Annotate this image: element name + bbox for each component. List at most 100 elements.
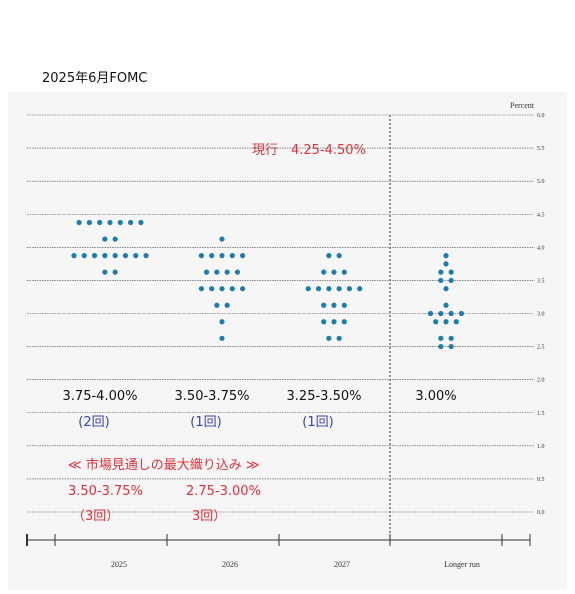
- dot: [198, 286, 204, 292]
- dot: [438, 269, 444, 275]
- dot: [438, 277, 444, 284]
- y-tick-label: 1.5: [537, 411, 545, 417]
- dot: [102, 236, 108, 242]
- dot: [331, 269, 337, 275]
- dot: [209, 286, 215, 292]
- dot: [71, 253, 77, 259]
- dot: [102, 253, 108, 259]
- dot: [458, 310, 465, 317]
- dot: [326, 253, 332, 259]
- y-tick-label: 1.0: [537, 444, 545, 450]
- plot-background: [8, 92, 567, 590]
- market-range: 2.75-3.00%: [186, 484, 261, 499]
- projection-range: 3.75-4.00%: [63, 389, 138, 404]
- dot: [112, 236, 118, 242]
- dot: [102, 269, 108, 275]
- dot: [209, 253, 215, 259]
- market-cuts: （3回）: [72, 509, 119, 524]
- dot: [138, 219, 144, 226]
- dot: [453, 319, 459, 325]
- dot: [443, 319, 449, 325]
- dot: [326, 286, 332, 292]
- market-cuts: 3回）: [192, 509, 226, 524]
- dot: [224, 302, 230, 308]
- dot: [198, 253, 204, 259]
- dot: [448, 335, 454, 341]
- dot: [438, 310, 444, 317]
- dot: [214, 269, 220, 275]
- dot: [305, 286, 311, 292]
- dot: [341, 302, 347, 308]
- dot: [448, 343, 454, 350]
- y-unit: Percent: [510, 101, 535, 110]
- dot: [76, 219, 82, 226]
- dot: [331, 319, 337, 325]
- dot: [143, 253, 149, 259]
- dot: [112, 269, 118, 275]
- market-range: 3.50-3.75%: [68, 484, 143, 499]
- projection-cuts: (2回): [78, 415, 109, 430]
- dot: [86, 219, 92, 226]
- dot: [97, 219, 103, 226]
- y-tick-label: 0.5: [537, 477, 545, 483]
- chart-title: 2025年6月FOMC: [42, 71, 147, 86]
- x-tick-label: 2026: [222, 560, 238, 569]
- dot: [321, 302, 327, 308]
- projection-cuts: (1回): [302, 415, 333, 430]
- y-tick-label: 3.0: [537, 312, 545, 318]
- dot: [321, 319, 327, 325]
- dot: [433, 319, 439, 325]
- y-tick-label: 2.0: [537, 378, 545, 384]
- dot: [336, 286, 342, 292]
- current-rate: 現行 4.25-4.50%: [252, 143, 366, 158]
- dot: [219, 253, 225, 259]
- dot: [112, 253, 118, 259]
- dot: [219, 286, 225, 292]
- y-tick-label: 4.5: [537, 212, 545, 218]
- dot: [438, 335, 444, 341]
- x-tick-label: 2025: [111, 560, 127, 569]
- dot: [448, 310, 454, 317]
- dot: [438, 343, 444, 350]
- x-tick-label: Longer run: [444, 560, 480, 569]
- dot: [229, 286, 235, 292]
- dot: [219, 335, 225, 341]
- dot: [443, 302, 449, 308]
- dot: [224, 269, 230, 275]
- dot: [427, 310, 434, 317]
- dot: [326, 335, 332, 341]
- projection-range: 3.25-3.50%: [287, 389, 362, 404]
- dot: [315, 286, 322, 292]
- dot: [346, 286, 353, 292]
- dot: [81, 253, 87, 259]
- dot: [234, 269, 241, 275]
- projection-cuts: (1回): [190, 415, 221, 430]
- dot: [443, 261, 449, 267]
- dot: [117, 219, 123, 226]
- dot: [331, 302, 337, 308]
- dot: [240, 286, 246, 292]
- y-tick-label: 5.0: [537, 179, 545, 185]
- dot: [448, 269, 454, 275]
- y-tick-label: 4.0: [537, 245, 545, 251]
- dot: [240, 253, 246, 259]
- dot: [91, 253, 98, 259]
- dot: [214, 302, 220, 308]
- y-tick-label: 0.0: [537, 510, 545, 516]
- dot: [341, 269, 347, 275]
- dot: [448, 277, 454, 284]
- dot: [357, 286, 363, 292]
- dot: [341, 319, 347, 325]
- projection-range: 3.00%: [415, 389, 456, 404]
- dot: [336, 335, 342, 341]
- dot: [229, 253, 235, 259]
- dot: [219, 236, 225, 242]
- x-tick-label: 2027: [334, 560, 350, 569]
- dot: [133, 253, 139, 259]
- y-tick-label: 6.0: [537, 113, 545, 119]
- dot: [203, 269, 210, 275]
- y-tick-label: 5.5: [537, 146, 545, 152]
- dot: [128, 219, 134, 226]
